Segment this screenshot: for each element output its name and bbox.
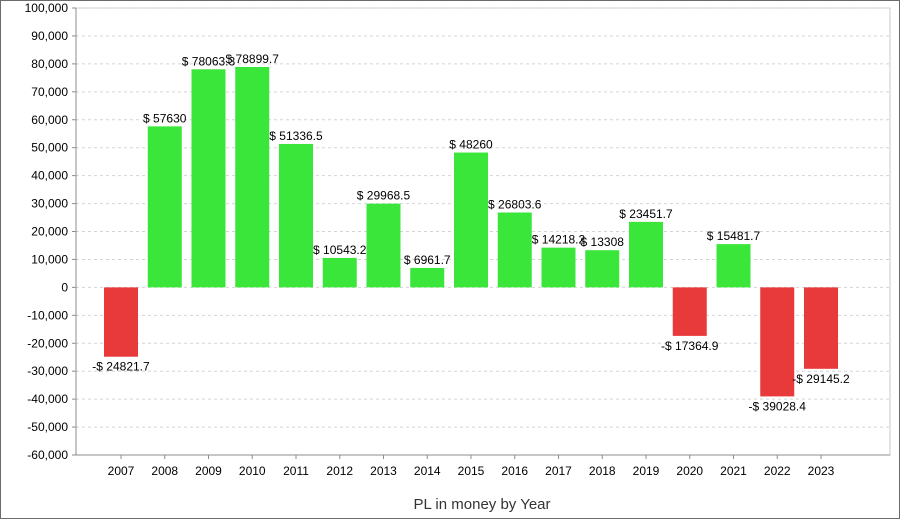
bar-2013: [366, 203, 401, 288]
y-tick-label: -10,000: [27, 308, 68, 322]
x-tick-label: 2017: [545, 464, 572, 478]
x-axis-title: PL in money by Year: [413, 496, 550, 513]
x-tick-label: 2016: [501, 464, 528, 478]
x-tick-label: 2020: [676, 464, 703, 478]
y-tick-label: -40,000: [27, 392, 68, 406]
bar-2015: [454, 152, 488, 288]
y-tick-label: 50,000: [31, 141, 68, 155]
y-tick-label: 70,000: [31, 85, 68, 99]
data-label-2017: $ 14218.2: [532, 233, 586, 247]
data-labels: -$ 24821.7 $ 57630 $ 78063.3$ 78899.7 $ 513…: [92, 52, 850, 413]
y-tick-label: 90,000: [31, 29, 68, 43]
y-tick-label: 20,000: [31, 225, 68, 239]
y-tick-label: 40,000: [31, 169, 68, 183]
data-label-2023: -$ 29145.2: [792, 372, 850, 386]
data-label-2012: $ 10543.2: [313, 243, 367, 257]
data-label-2007: -$ 24821.7: [92, 360, 150, 374]
data-label-2021: $ 15481.7: [707, 229, 761, 243]
x-tick-label: 2015: [458, 464, 485, 478]
y-tick-label: 10,000: [31, 252, 68, 266]
x-tick-label: 2019: [633, 464, 660, 478]
data-label-2015: $ 48260: [449, 138, 493, 152]
x-tick-label: 2008: [151, 464, 178, 478]
data-label-2019: $ 23451.7: [619, 207, 673, 221]
y-tick-label: -20,000: [27, 336, 68, 350]
bar-2017: [541, 247, 576, 288]
x-tick-label: 2018: [589, 464, 616, 478]
x-tick-label: 2021: [720, 464, 747, 478]
x-tick-label: 2007: [108, 464, 135, 478]
y-tick-label: -30,000: [27, 364, 68, 378]
x-tick-label: 2010: [239, 464, 266, 478]
y-tick-label: -50,000: [27, 420, 68, 434]
x-tick-label: 2011: [283, 464, 309, 478]
y-tick-label: 100,000: [25, 1, 69, 15]
data-label-2022: -$ 39028.4: [749, 399, 807, 413]
x-tick-label: 2022: [764, 464, 791, 478]
bars: [104, 66, 838, 397]
bar-2018: [585, 250, 620, 288]
bar-2010: [235, 66, 270, 288]
data-label-2010: $ 78899.7: [226, 52, 280, 66]
y-tick-label: 30,000: [31, 197, 68, 211]
data-label-2013: $ 29968.5: [357, 189, 411, 203]
x-tick-label: 2009: [195, 464, 222, 478]
bar-2022: [760, 287, 795, 397]
y-axis: 100,000 90,000 80,000 70,000 60,000 50,000 40,…: [25, 1, 77, 462]
x-tick-label: 2013: [370, 464, 397, 478]
x-axis: 2007 2008 2009 2010 2011 2012 2013 2014 2015 2016…: [76, 454, 890, 478]
data-label-2016: $ 26803.6: [488, 197, 542, 211]
bar-2008: [147, 126, 182, 288]
y-tick-label: 60,000: [31, 113, 68, 127]
data-label-2009: $ 78063.3: [182, 54, 236, 68]
x-tick-label: 2012: [326, 464, 353, 478]
data-label-2020: -$ 17364.9: [661, 339, 719, 353]
bar-2020: [672, 287, 707, 336]
bar-2007: [104, 287, 138, 357]
data-label-2011: $ 51336.5: [269, 129, 323, 143]
y-tick-label: -60,000: [27, 448, 68, 462]
bar-2023: [804, 287, 838, 369]
data-label-2018: $ 13308: [581, 235, 625, 249]
y-tick-label: 80,000: [31, 57, 68, 71]
bar-2009: [191, 69, 226, 288]
data-label-2008: $ 57630: [143, 111, 187, 125]
bar-2016: [497, 212, 532, 288]
x-tick-label: 2023: [808, 464, 835, 478]
x-tick-label: 2014: [414, 464, 441, 478]
bar-2011: [279, 143, 313, 288]
y-tick-label: 0: [61, 280, 68, 294]
bar-2012: [322, 257, 357, 288]
bar-2019: [629, 221, 663, 288]
bar-2021: [716, 244, 751, 288]
data-label-2014: $ 6961.7: [404, 253, 451, 267]
bar-2014: [410, 267, 445, 288]
